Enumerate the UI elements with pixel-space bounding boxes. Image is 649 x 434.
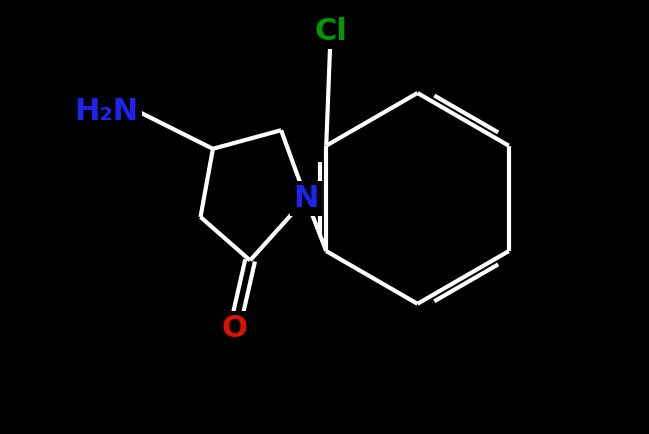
Text: H₂N: H₂N bbox=[75, 97, 138, 126]
Text: Cl: Cl bbox=[314, 16, 347, 46]
Text: O: O bbox=[222, 314, 247, 343]
Text: N: N bbox=[293, 184, 319, 213]
